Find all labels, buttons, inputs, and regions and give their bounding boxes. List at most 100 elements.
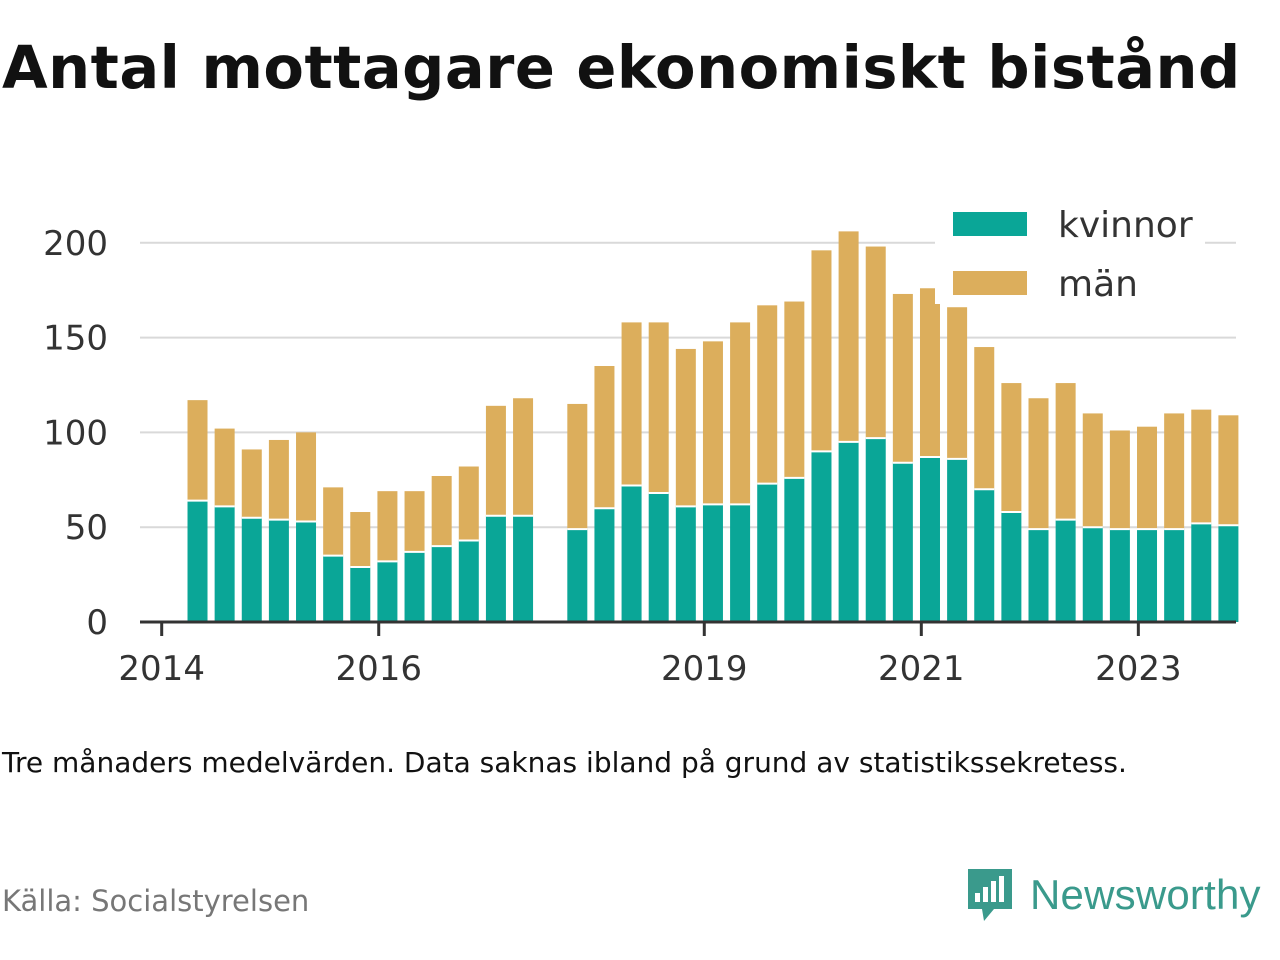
newsworthy-bar-chart-icon [968, 869, 1012, 921]
bar-man [919, 288, 940, 458]
bar-man [1191, 409, 1212, 524]
bar-kvinnor [404, 551, 425, 622]
bar-man [730, 322, 751, 505]
bar-man [1028, 398, 1049, 530]
x-tick-label: 2021 [878, 649, 965, 689]
y-tick-label: 150 [43, 319, 108, 359]
bar-kvinnor [730, 504, 751, 622]
bar-man [1164, 413, 1185, 530]
bar-man [1137, 426, 1158, 530]
bar-man [1109, 430, 1130, 530]
bar-man [1055, 383, 1076, 520]
bar-kvinnor [485, 515, 506, 622]
bar-kvinnor [1082, 527, 1103, 622]
bar-kvinnor [594, 508, 615, 622]
bar-man [892, 293, 913, 463]
bar-kvinnor [947, 458, 968, 622]
bar-kvinnor [675, 506, 696, 622]
bar-man [296, 432, 317, 522]
y-tick-label: 200 [43, 224, 108, 264]
bar-man [974, 347, 995, 490]
x-tick-label: 2023 [1095, 649, 1182, 689]
bar-kvinnor [784, 477, 805, 622]
bar-kvinnor [919, 457, 940, 622]
bar-kvinnor [350, 567, 371, 622]
bar-kvinnor [513, 515, 534, 622]
y-tick-label: 100 [43, 413, 108, 453]
legend-swatch [953, 212, 1027, 236]
bar-kvinnor [1191, 523, 1212, 622]
bar-kvinnor [241, 517, 262, 622]
bar-man [865, 246, 886, 439]
bar-man [377, 491, 398, 562]
bar-kvinnor [268, 519, 289, 622]
bar-man [268, 439, 289, 520]
bar-kvinnor [1109, 529, 1130, 622]
bar-kvinnor [1137, 529, 1158, 622]
bar-man [485, 405, 506, 516]
bar-man [811, 250, 832, 452]
bar-kvinnor [567, 529, 588, 622]
bar-man [784, 301, 805, 478]
axes: 0 50 100 150 200 2014 2016 2019 2021 2023 [43, 224, 1236, 689]
source-credit: Källa: Socialstyrelsen [2, 884, 310, 918]
bar-kvinnor [974, 489, 995, 622]
bar-man [947, 307, 968, 459]
y-tick-label: 0 [86, 603, 108, 643]
bar-kvinnor [811, 451, 832, 622]
bar-kvinnor [838, 441, 859, 622]
bar-kvinnor [214, 506, 235, 622]
bar-kvinnor [702, 504, 723, 622]
legend: kvinnor män [935, 196, 1205, 305]
bar-kvinnor [1055, 519, 1076, 622]
x-tick-label: 2016 [335, 649, 422, 689]
bar-kvinnor [892, 462, 913, 622]
bar-man [1001, 383, 1022, 513]
bar-man [1218, 415, 1239, 526]
bar-kvinnor [377, 561, 398, 622]
bar-kvinnor [323, 555, 344, 622]
legend-label: kvinnor [1058, 205, 1193, 246]
bar-man [513, 398, 534, 516]
bar-kvinnor [865, 438, 886, 622]
bar-man [214, 428, 235, 507]
bar-kvinnor [621, 485, 642, 622]
bar-chart: 0 50 100 150 200 2014 2016 2019 2021 2023 kvinnor… [43, 196, 1239, 689]
bar-man [648, 322, 669, 494]
bar-man [567, 403, 588, 530]
bar-kvinnor [1164, 529, 1185, 622]
bar-kvinnor [1218, 525, 1239, 622]
bar-kvinnor [648, 493, 669, 622]
bar-man [241, 449, 262, 518]
bar-kvinnor [296, 521, 317, 622]
chart-note: Tre månaders medelvärden. Data saknas ib… [2, 746, 1127, 779]
bar-man [350, 512, 371, 568]
bar-kvinnor [187, 500, 208, 622]
bar-kvinnor [458, 540, 479, 622]
bar-man [838, 231, 859, 442]
bars [187, 231, 1239, 622]
bar-man [187, 400, 208, 501]
bar-man [458, 466, 479, 541]
bar-man [431, 475, 452, 547]
bar-man [323, 487, 344, 556]
legend-label: män [1058, 264, 1138, 305]
bar-man [702, 341, 723, 505]
legend-swatch [953, 271, 1027, 295]
bar-man [594, 366, 615, 509]
brand-name: Newsworthy [1030, 871, 1261, 918]
bar-man [404, 491, 425, 552]
y-tick-label: 50 [65, 508, 108, 548]
bar-man [675, 348, 696, 507]
bar-kvinnor [1001, 512, 1022, 622]
x-tick-label: 2014 [118, 649, 205, 689]
bar-kvinnor [1028, 529, 1049, 622]
bar-kvinnor [757, 483, 778, 622]
chart-title: Antal mottagare ekonomiskt bistånd [2, 33, 1241, 102]
bar-man [621, 322, 642, 486]
bar-kvinnor [431, 546, 452, 622]
bar-man [757, 305, 778, 484]
newsworthy-brand[interactable]: Newsworthy [964, 864, 1261, 926]
x-tick-label: 2019 [661, 649, 748, 689]
bar-man [1082, 413, 1103, 528]
